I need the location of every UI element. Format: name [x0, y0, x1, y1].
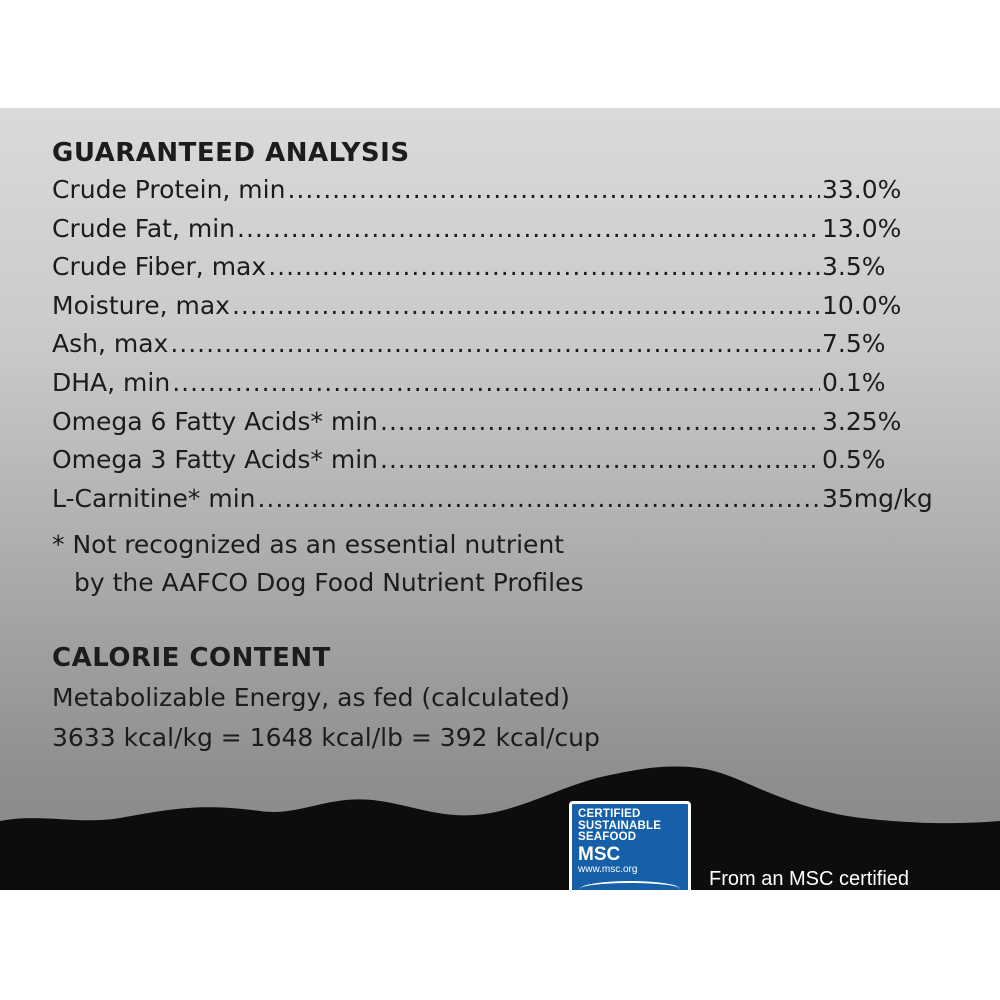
analysis-row: Omega 3 Fatty Acids* min 0.5%	[52, 445, 952, 484]
dot-leader	[232, 291, 820, 316]
nutrient-label: Moisture, max	[52, 290, 230, 320]
analysis-row: Crude Fiber, max 3.5%	[52, 252, 952, 291]
calorie-content-text: Metabolizable Energy, as fed (calculated…	[52, 678, 600, 758]
msc-badge-url: www.msc.org	[578, 863, 638, 875]
dot-leader	[380, 445, 820, 470]
analysis-table: Crude Protein, min 33.0% Crude Fat, min …	[52, 175, 952, 522]
msc-badge-line-3: SEAFOOD	[578, 831, 637, 843]
nutrient-label: Crude Protein, min	[52, 175, 286, 204]
footnote: * Not recognized as an essential nutrien…	[52, 526, 584, 602]
fish-wave-icon	[580, 881, 680, 890]
calorie-content-title: CALORIE CONTENT	[52, 643, 331, 673]
msc-badge-line-2: SUSTAINABLE	[578, 819, 662, 832]
nutrient-label: Omega 6 Fatty Acids* min	[52, 406, 378, 436]
analysis-row: DHA, min 0.1%	[52, 368, 952, 407]
mountain-silhouette	[0, 766, 1000, 890]
nutrient-value: 35mg/kg	[822, 483, 933, 513]
dot-leader	[257, 484, 820, 509]
analysis-row: Crude Protein, min 33.0%	[52, 175, 952, 214]
analysis-row: Ash, max 7.5%	[52, 329, 952, 368]
analysis-row: L-Carnitine* min 35mg/kg	[52, 484, 952, 523]
dot-leader	[268, 252, 820, 277]
dot-leader	[287, 175, 820, 200]
dot-leader	[380, 407, 820, 432]
guaranteed-analysis-title: GUARANTEED ANALYSIS	[52, 138, 410, 168]
nutrient-label: Crude Fat, min	[52, 213, 236, 243]
dot-leader	[237, 214, 820, 239]
label-panel: GUARANTEED ANALYSIS Crude Protein, min 3…	[0, 108, 1000, 890]
dot-leader	[170, 329, 820, 354]
nutrient-value: 13.0%	[822, 213, 902, 243]
nutrient-value: 10.0%	[822, 290, 902, 320]
footnote-line-1: * Not recognized as an essential nutrien…	[52, 530, 565, 559]
analysis-row: Crude Fat, min 13.0%	[52, 214, 952, 253]
nutrient-label: Crude Fiber, max	[52, 252, 267, 282]
calorie-line-1: Metabolizable Energy, as fed (calculated…	[52, 683, 570, 712]
msc-badge-line-1: CERTIFIED	[578, 808, 641, 820]
nutrient-value: 3.5%	[822, 252, 886, 282]
msc-badge-mark: MSC	[578, 843, 621, 865]
nutrient-value: 3.25%	[822, 406, 902, 436]
msc-caption: From an MSC certified	[709, 868, 910, 890]
analysis-row: Omega 6 Fatty Acids* min 3.25%	[52, 407, 952, 446]
analysis-row: Moisture, max 10.0%	[52, 291, 952, 330]
footnote-line-2: by the AAFCO Dog Food Nutrient Profiles	[74, 568, 584, 597]
nutrient-label: DHA, min	[52, 367, 171, 397]
nutrient-value: 33.0%	[822, 175, 902, 204]
nutrient-label: L-Carnitine* min	[52, 483, 256, 513]
dot-leader	[172, 368, 820, 393]
nutrient-value: 0.1%	[822, 367, 886, 397]
calorie-line-2: 3633 kcal/kg = 1648 kcal/lb = 392 kcal/c…	[52, 723, 600, 752]
nutrient-label: Omega 3 Fatty Acids* min	[52, 445, 378, 475]
nutrient-value: 0.5%	[822, 445, 886, 475]
nutrient-value: 7.5%	[822, 329, 886, 359]
nutrient-label: Ash, max	[52, 329, 169, 359]
msc-certified-badge: CERTIFIED SUSTAINABLE SEAFOOD MSC www.ms…	[569, 801, 691, 890]
